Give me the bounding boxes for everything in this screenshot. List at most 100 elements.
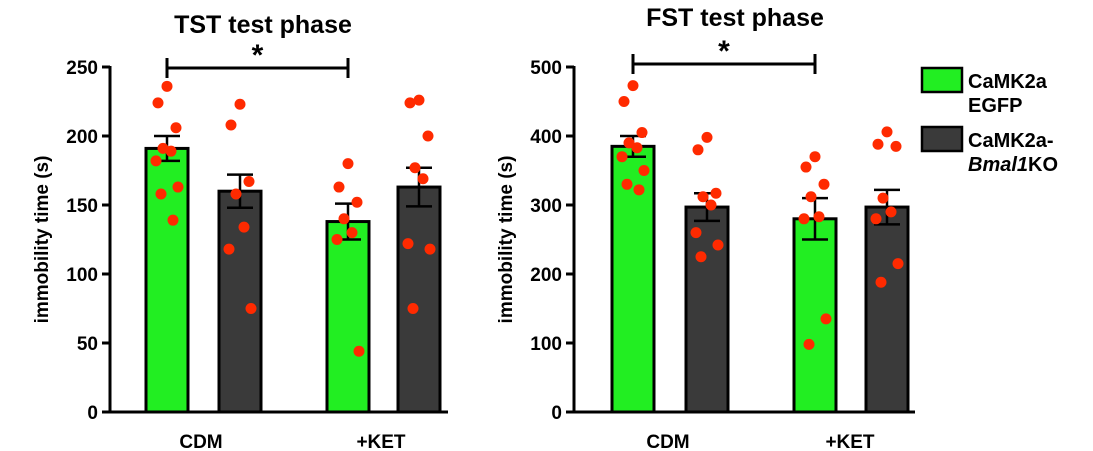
legend-label-line: CaMK2a- — [968, 130, 1054, 152]
data-point — [172, 181, 184, 193]
data-point — [712, 239, 724, 251]
data-point — [407, 303, 419, 314]
y-tick-label: 100 — [66, 265, 98, 286]
y-tick-label: 300 — [530, 196, 562, 217]
legend-label-segment: Bmal1 — [968, 154, 1028, 176]
data-point — [225, 119, 237, 131]
bar-egfp-plus-ket — [792, 217, 838, 414]
data-point — [413, 94, 425, 106]
data-point — [695, 251, 707, 263]
data-point — [692, 144, 704, 156]
legend-label-segment: CaMK2a — [968, 71, 1048, 93]
data-point — [697, 191, 709, 203]
legend-swatch-ko — [920, 125, 964, 153]
data-point — [150, 155, 162, 167]
data-point — [346, 227, 358, 239]
data-point — [877, 192, 889, 204]
chart-title: FST test phase — [646, 4, 824, 32]
data-point — [616, 151, 628, 163]
bar-egfp-cdm — [610, 144, 656, 414]
bar-ko-plus-ket — [864, 205, 910, 414]
tst-panel: TST test phase immobility time (s) 0 50 100 1… — [32, 11, 448, 451]
data-point — [710, 187, 722, 199]
data-point — [813, 211, 825, 223]
legend-label-line: EGFP — [968, 95, 1022, 117]
data-point — [353, 345, 365, 357]
data-point — [170, 122, 182, 134]
data-point — [161, 80, 173, 92]
data-point — [803, 338, 815, 350]
data-point — [885, 206, 897, 218]
data-point — [800, 161, 812, 173]
data-point — [881, 126, 893, 138]
significance-star: * — [252, 39, 264, 72]
legend-swatch-egfp — [920, 66, 964, 94]
x-category-label: CDM — [179, 432, 222, 451]
data-point — [705, 199, 717, 211]
y-tick-label: 0 — [87, 403, 98, 424]
data-point — [820, 313, 832, 325]
data-point — [152, 97, 164, 109]
data-point — [631, 142, 643, 154]
data-point — [875, 276, 887, 288]
data-point — [333, 181, 345, 193]
data-point — [809, 151, 821, 163]
data-point — [892, 258, 904, 270]
data-point — [238, 221, 250, 233]
bar-ko-plus-ket — [396, 185, 442, 414]
legend-label-segment: CaMK2a- — [968, 130, 1054, 152]
data-point — [872, 138, 884, 150]
data-point — [638, 165, 650, 176]
data-point — [870, 213, 882, 225]
data-point — [402, 238, 414, 250]
data-point — [633, 184, 645, 196]
y-axis-label: immobility time (s) — [496, 156, 517, 324]
data-point — [338, 213, 350, 225]
data-point — [243, 176, 255, 188]
y-tick-label: 500 — [530, 58, 562, 79]
legend-label-line: Bmal1KO — [968, 154, 1058, 176]
data-point — [230, 188, 242, 200]
legend-label-segment: EGFP — [968, 95, 1022, 117]
data-point — [422, 130, 434, 142]
data-point — [342, 158, 354, 170]
y-tick-label: 250 — [66, 58, 98, 79]
y-tick-label: 200 — [66, 127, 98, 148]
y-tick-label: 400 — [530, 127, 562, 148]
data-point — [627, 80, 639, 92]
data-point — [798, 213, 810, 225]
bar-egfp-plus-ket — [325, 220, 371, 414]
legend-label-line: CaMK2a — [968, 71, 1048, 93]
legend-label-segment: KO — [1028, 154, 1058, 176]
y-tick-label: 50 — [77, 334, 98, 355]
data-point — [690, 227, 702, 239]
data-point — [618, 96, 630, 107]
x-category-label: CDM — [646, 432, 689, 451]
data-point — [331, 234, 343, 245]
y-tick-label: 0 — [551, 403, 562, 424]
data-point — [234, 98, 246, 110]
data-point — [623, 137, 635, 149]
data-point — [167, 214, 179, 226]
data-point — [701, 131, 713, 143]
bar-ko-cdm — [684, 205, 730, 414]
bar-egfp-cdm — [144, 146, 190, 414]
fst-panel: FST test phase immobility time (s) 0 100 200… — [496, 4, 915, 451]
legend: CaMK2a EGFP CaMK2a-Bmal1KO — [920, 66, 1058, 176]
data-point — [409, 162, 421, 174]
data-point — [351, 196, 363, 208]
x-category-label: +KET — [356, 432, 405, 451]
significance-star: * — [718, 35, 730, 68]
x-category-label: +KET — [825, 432, 874, 451]
data-point — [245, 303, 257, 314]
data-point — [818, 178, 830, 190]
data-point — [424, 243, 436, 255]
data-point — [890, 140, 902, 152]
y-tick-label: 100 — [530, 334, 562, 355]
data-point — [223, 243, 235, 255]
y-tick-label: 200 — [530, 265, 562, 286]
data-point — [805, 191, 817, 203]
data-point — [636, 127, 648, 139]
chart-title: TST test phase — [174, 11, 352, 39]
